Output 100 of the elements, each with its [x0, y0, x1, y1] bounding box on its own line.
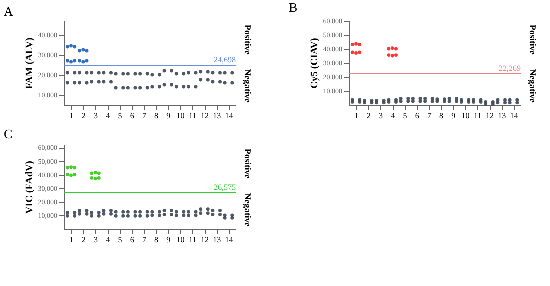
point	[424, 100, 428, 104]
point	[194, 71, 198, 75]
point	[97, 176, 101, 180]
x-tick-label: 2	[82, 236, 86, 244]
point	[94, 177, 98, 181]
point	[134, 210, 138, 214]
point	[97, 80, 101, 84]
point	[110, 212, 113, 216]
point	[170, 213, 174, 217]
point	[66, 214, 70, 218]
x-tick-label: 14	[225, 112, 234, 120]
point	[455, 100, 459, 104]
point	[162, 208, 166, 212]
point	[448, 96, 452, 100]
point	[122, 214, 126, 218]
point	[170, 83, 174, 87]
x-tick-label: 5	[118, 112, 122, 120]
point	[78, 71, 82, 75]
point	[97, 214, 101, 218]
point	[150, 85, 154, 89]
point	[70, 60, 73, 64]
x-tick-label: 11	[189, 236, 197, 244]
point	[430, 96, 434, 100]
x-tick-label: 2	[366, 112, 371, 120]
text: Negative	[243, 69, 253, 103]
point	[162, 213, 166, 217]
point	[66, 81, 70, 85]
point	[174, 72, 178, 76]
point	[150, 73, 154, 77]
point	[199, 78, 203, 82]
point	[491, 102, 495, 106]
x-tick-label: 12	[201, 112, 210, 120]
point	[78, 208, 82, 212]
point	[170, 208, 174, 212]
point	[411, 96, 415, 100]
point	[516, 101, 520, 105]
point	[354, 42, 358, 46]
point	[350, 50, 354, 54]
x-tick-label: 1	[70, 112, 74, 120]
x-tick-label: 8	[440, 112, 444, 120]
point	[496, 101, 500, 105]
point	[223, 81, 227, 85]
x-tick-label: 7	[427, 112, 432, 120]
point	[162, 83, 166, 87]
point	[194, 210, 198, 214]
point	[138, 214, 142, 218]
x-tick-label: 1	[354, 112, 359, 120]
point	[146, 214, 150, 218]
point	[146, 86, 150, 90]
point	[387, 47, 391, 51]
point	[114, 210, 118, 214]
point	[484, 102, 488, 106]
point	[223, 216, 227, 220]
point	[85, 59, 89, 63]
point	[122, 72, 126, 76]
x-tick-label: 3	[378, 112, 383, 120]
point	[354, 51, 358, 55]
point	[211, 80, 215, 84]
text: Negative	[528, 69, 538, 103]
point	[126, 72, 130, 76]
point	[102, 212, 106, 216]
point	[218, 71, 222, 75]
point	[78, 49, 82, 53]
chart-title: A	[4, 4, 14, 19]
point	[230, 216, 234, 220]
x-tick-label: 4	[106, 112, 110, 120]
point	[73, 211, 77, 214]
point	[199, 70, 203, 74]
ref-line-label: 26,575	[214, 182, 236, 192]
point	[66, 59, 70, 63]
x-tick-label: 6	[130, 236, 134, 244]
point	[508, 98, 512, 102]
point	[85, 208, 89, 212]
x-tick-label: 2	[82, 112, 86, 120]
point	[66, 45, 70, 49]
x-tick-label: 4	[106, 236, 110, 244]
point	[411, 100, 415, 104]
point	[78, 59, 82, 63]
point	[102, 71, 106, 75]
point	[206, 208, 210, 212]
x-tick-label: 12	[201, 236, 210, 244]
point	[126, 86, 130, 90]
x-tick-label: 9	[166, 112, 171, 120]
point	[138, 72, 142, 76]
point	[114, 214, 118, 218]
point	[406, 96, 410, 100]
x-tick-label: 13	[213, 236, 222, 244]
point	[390, 46, 394, 50]
point	[85, 49, 89, 53]
point	[70, 174, 73, 178]
point	[187, 210, 190, 214]
point	[114, 72, 118, 76]
point	[97, 211, 101, 214]
point	[504, 101, 507, 105]
x-tick-label: 6	[415, 112, 420, 120]
point	[174, 214, 178, 218]
x-tick-label: 1	[70, 236, 74, 244]
point	[110, 80, 113, 84]
point	[73, 59, 77, 63]
point	[134, 72, 138, 76]
